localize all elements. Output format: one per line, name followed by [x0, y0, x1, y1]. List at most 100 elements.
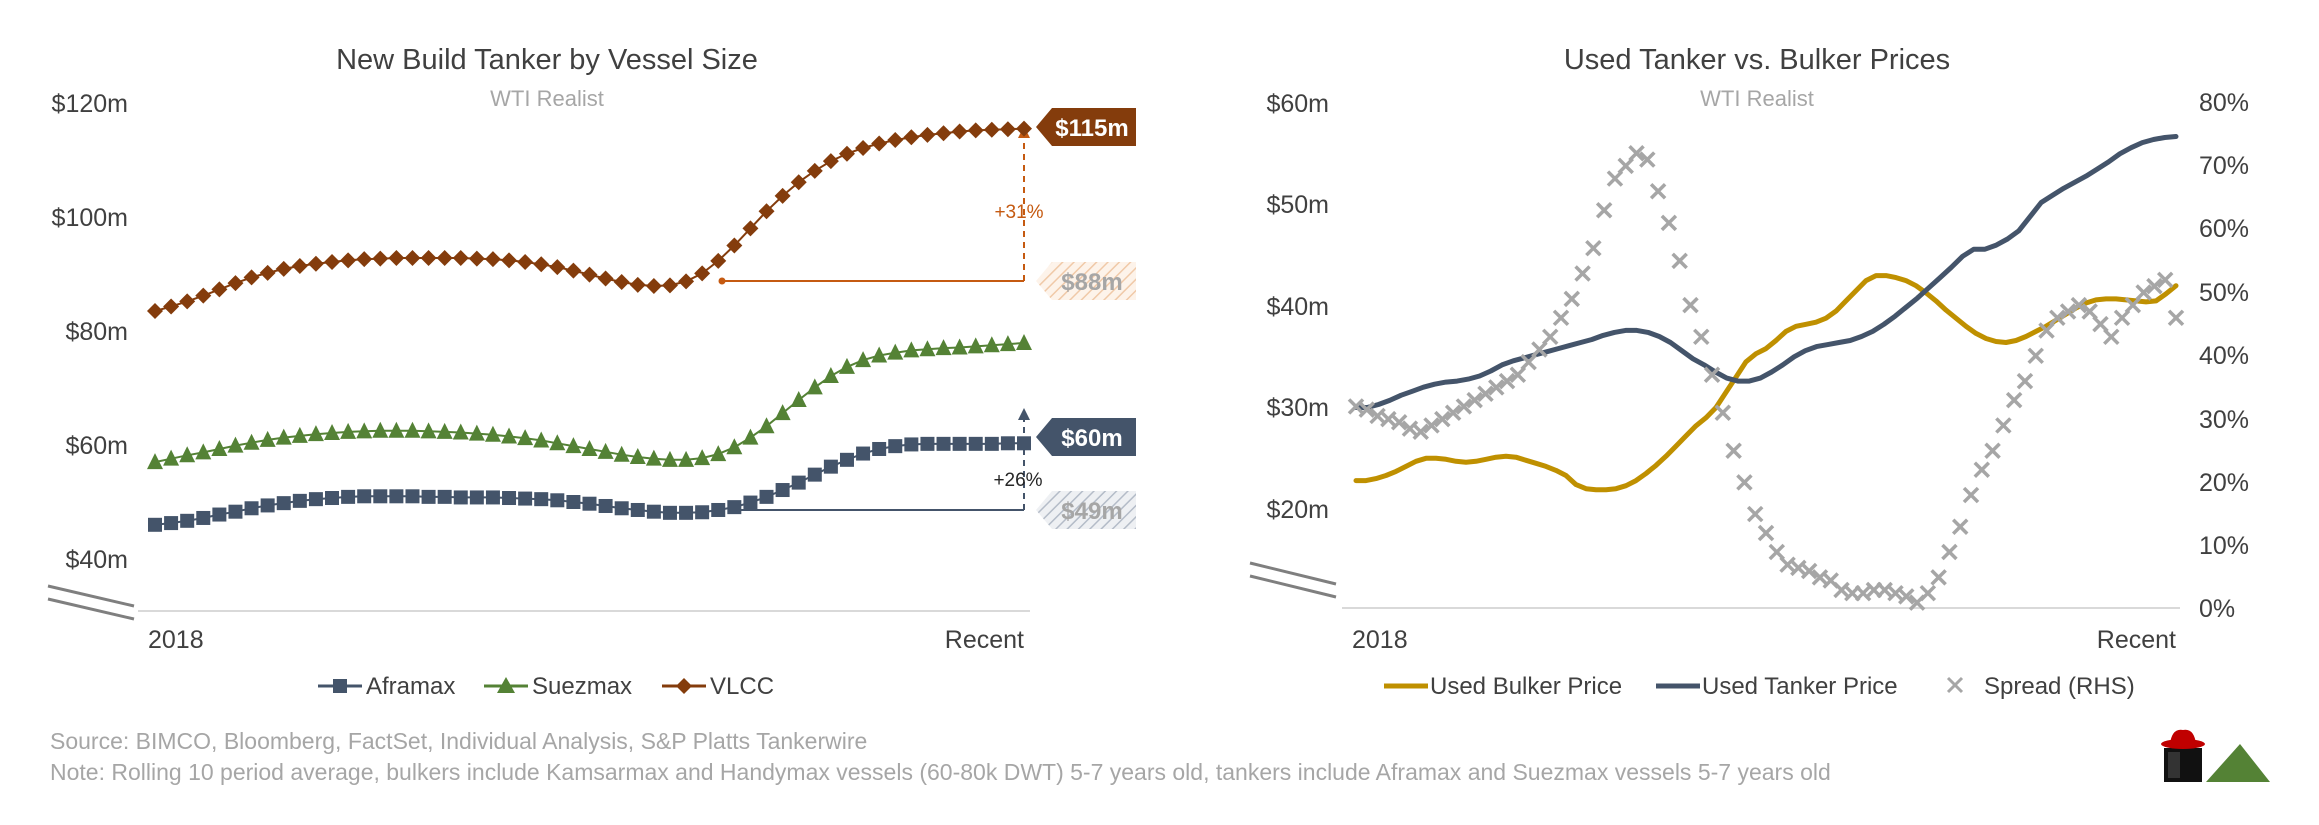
spread-point: [1682, 296, 1699, 314]
vlcc-point: [1016, 120, 1032, 137]
left-chart-subtitle: WTI Realist: [490, 86, 604, 111]
aframax-point: [968, 436, 983, 451]
aframax-point: [984, 436, 999, 451]
spread-point-stroke: [1358, 401, 1376, 418]
spread-point-stroke: [1854, 584, 1872, 602]
source-note: Source: BIMCO, Bloomberg, FactSet, Indiv…: [50, 728, 867, 754]
aframax-point: [952, 436, 967, 451]
spread-point-stroke: [2167, 309, 2185, 327]
spread-point: [1574, 265, 1591, 282]
aframax-current-callout: $60m: [1036, 418, 1136, 456]
spread-point: [1941, 543, 1958, 561]
spread-point-stroke: [1822, 572, 1839, 589]
suezmax-point: [983, 336, 1000, 353]
suezmax-point: [774, 404, 791, 421]
vlcc-point: [935, 125, 952, 142]
spread-point-stroke: [2027, 347, 2044, 365]
spread-point-stroke: [1520, 353, 1537, 371]
spread-point: [1541, 328, 1559, 346]
left-series-layer: [147, 120, 1032, 532]
spread-point: [1973, 461, 1991, 478]
vlcc-point: [324, 254, 341, 271]
vlcc-point: [597, 270, 614, 287]
spread-point-stroke: [1757, 524, 1775, 542]
legend-item-aframax: Aframax: [318, 673, 455, 700]
aframax-base-label: $49m: [1061, 498, 1122, 525]
spread-point: [2124, 296, 2142, 314]
spread-point-stroke: [1941, 543, 1958, 561]
spread-point: [1898, 588, 1915, 605]
suezmax-point: [243, 433, 260, 450]
vlcc-base-callout: $88m: [1036, 262, 1136, 300]
right-chart-title: Used Tanker vs. Bulker Prices: [1564, 44, 1950, 76]
spread-point: [1768, 543, 1786, 561]
axis-break-icon: [47, 584, 135, 621]
spread-point-stroke: [1800, 562, 1818, 580]
spread-point: [2070, 296, 2088, 314]
suezmax-point: [501, 427, 518, 444]
vlcc-point: [533, 256, 550, 273]
suezmax-point: [163, 449, 180, 466]
suezmax-point: [452, 423, 469, 440]
spread-point: [1703, 366, 1721, 384]
aframax-point: [148, 517, 162, 532]
spread-point-stroke: [2049, 309, 2066, 327]
aframax-point: [502, 491, 517, 506]
suezmax-point: [710, 445, 727, 462]
suezmax-point: [565, 437, 582, 454]
suezmax-point: [822, 367, 839, 384]
spread-point-stroke: [1703, 366, 1721, 384]
suezmax-point: [951, 338, 968, 355]
suezmax-point: [871, 346, 888, 363]
spread-point-stroke: [2016, 372, 2034, 390]
spread-point: [2005, 391, 2023, 409]
aframax-point: [292, 493, 307, 508]
spread-point: [1477, 385, 1494, 403]
aframax-point: [630, 502, 645, 517]
spread-point-stroke: [2113, 309, 2131, 327]
x-tick-label: Recent: [945, 626, 1024, 654]
aframax-base-callout: $49m: [1036, 491, 1136, 529]
y-tick-label: $100m: [52, 204, 128, 232]
suezmax-point: [726, 438, 743, 455]
hat-and-mountain-logo: [2161, 729, 2270, 782]
y-tick-label: 0%: [2199, 595, 2235, 623]
aframax-point: [936, 436, 951, 451]
spread-point-stroke: [1531, 341, 1548, 358]
spread-point: [1358, 401, 1376, 418]
aframax-point: [888, 439, 903, 454]
spread-point-stroke: [1563, 290, 1581, 308]
spread-point: [1585, 239, 1602, 257]
suezmax-point: [855, 351, 872, 368]
spread-point-stroke: [2146, 277, 2163, 295]
vlcc-point: [163, 298, 180, 315]
vlcc-point: [710, 252, 727, 269]
legend-label: Aframax: [366, 673, 455, 700]
vlcc-point: [774, 187, 791, 204]
suezmax-point: [597, 442, 614, 459]
spread-point: [2103, 328, 2120, 346]
y-tick-label: 40%: [2199, 342, 2249, 370]
aframax-point: [325, 491, 340, 506]
legend-label: VLCC: [710, 673, 774, 700]
spread-point: [1606, 170, 1624, 187]
vlcc-point: [581, 266, 598, 283]
y-tick-label: 70%: [2199, 152, 2249, 180]
spread-point-stroke: [1984, 442, 2001, 459]
suezmax-point: [517, 429, 534, 446]
spread-point-stroke: [1693, 328, 1710, 346]
aframax-point: [260, 498, 275, 513]
aframax-point: [341, 489, 356, 504]
x-tick-label: Recent: [2097, 626, 2176, 654]
legend-item-vlcc: VLCC: [662, 673, 774, 700]
vlcc-point: [307, 255, 324, 272]
suezmax-point: [307, 425, 324, 442]
suezmax-point: [967, 337, 984, 354]
vlcc-point: [484, 251, 501, 268]
spread-point-stroke: [1898, 588, 1915, 605]
spread-point: [1488, 379, 1505, 396]
legend-item-used-bulker: Used Bulker Price: [1384, 673, 1622, 700]
spread-point: [1455, 398, 1473, 415]
spread-point-stroke: [1649, 182, 1667, 200]
suezmax-point: [324, 424, 341, 441]
